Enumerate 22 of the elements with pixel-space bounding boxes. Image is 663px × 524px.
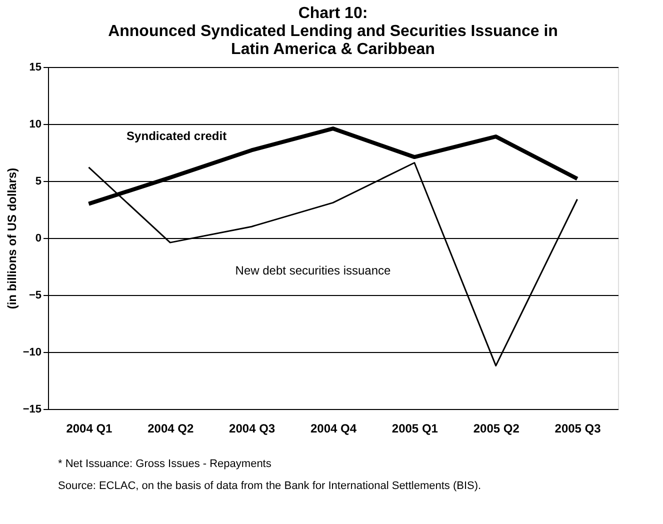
series-label: Syndicated credit	[126, 129, 227, 144]
x-tick-label: 2004 Q3	[229, 422, 276, 436]
y-tick-label: 10	[29, 118, 42, 130]
text: Announced Syndicated Lending and Securities Issuance in	[108, 23, 558, 40]
x-tick-label: 2004 Q1	[66, 422, 113, 436]
y-axis-title: (in billions of US dollars)	[4, 168, 19, 310]
x-tick-label: 2005 Q3	[554, 422, 602, 436]
text: Chart 10:	[298, 5, 368, 22]
text: * Net Issuance: Gross Issues - Repayments	[58, 458, 272, 470]
x-tick-label: 2005 Q1	[392, 422, 438, 436]
text: Latin America & Caribbean	[231, 41, 435, 58]
y-tick-label: 0	[35, 232, 42, 244]
y-tick-label: −5	[28, 290, 42, 302]
x-tick-label: 2005 Q2	[473, 422, 520, 436]
y-tick-label: 5	[35, 176, 42, 188]
x-tick-label: 2004 Q4	[310, 422, 357, 436]
y-tick-label: −10	[22, 346, 42, 358]
y-tick-label: 15	[29, 62, 42, 74]
x-tick-label: 2004 Q2	[148, 422, 194, 436]
text: New debt securities issuance	[235, 264, 392, 278]
y-tick-label: −15	[22, 404, 42, 416]
source-note: Source: ECLAC, on the basis of data from the Bank for International Settlements (BIS).	[58, 480, 482, 492]
